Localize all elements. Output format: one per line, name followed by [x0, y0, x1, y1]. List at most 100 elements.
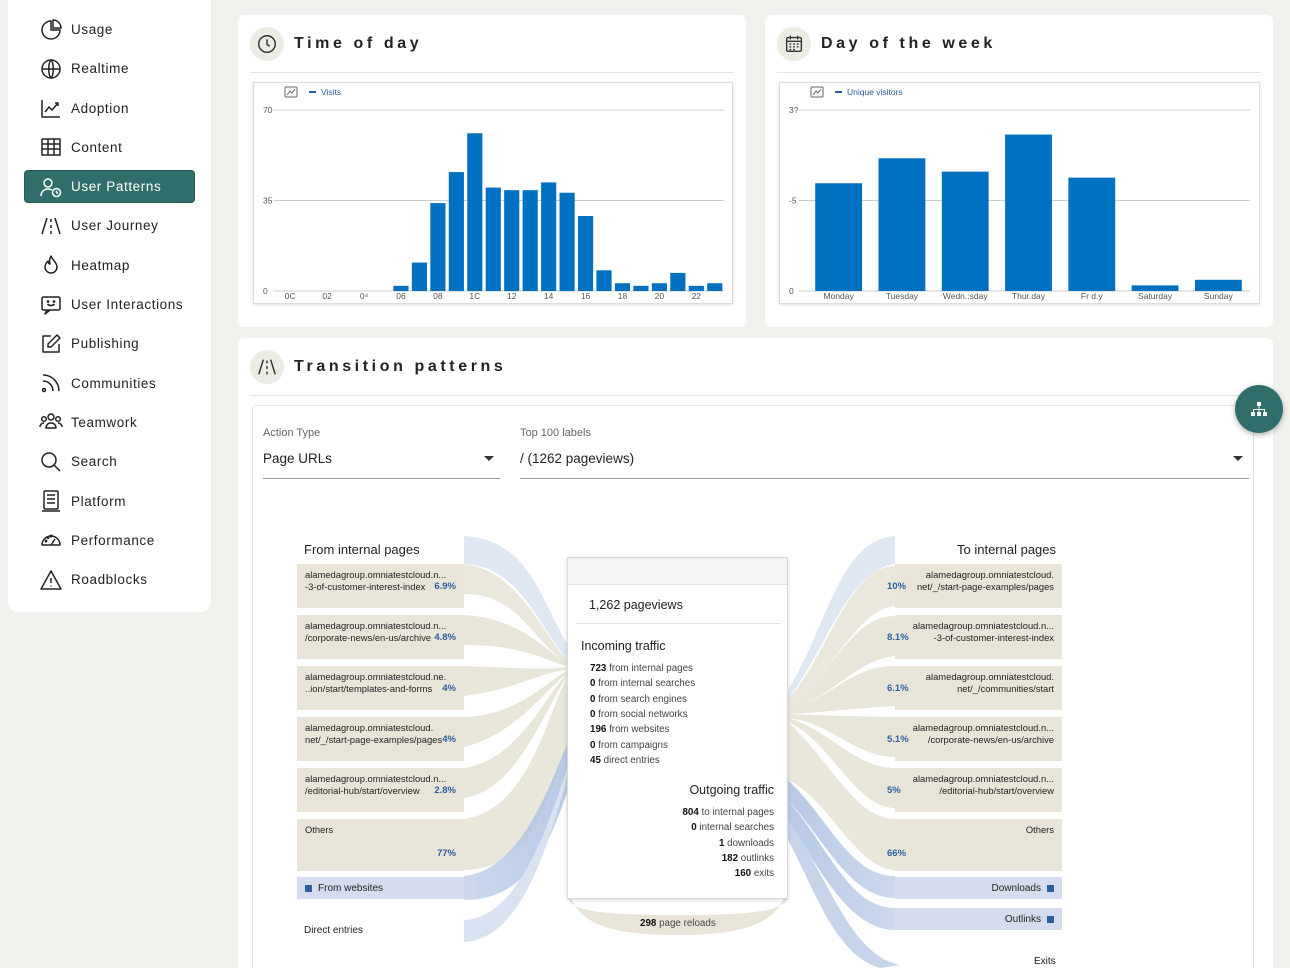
from-websites-row[interactable]: From websites: [297, 877, 464, 899]
sidebar-item-label: Communities: [71, 375, 157, 391]
x-tick-label: 08: [433, 291, 443, 301]
x-tick-label: 20: [655, 291, 665, 301]
page-url-line2: -3-of-customer-interest-index: [933, 632, 1054, 643]
page-url-line1: alamedagroup.omniatestcloud.n...: [305, 620, 447, 631]
page-url-line2: net/_/start-page-examples/pages: [305, 734, 443, 745]
page-url-line1: alamedagroup.omniatestcloud.ne.: [305, 671, 447, 682]
road-icon: [250, 350, 284, 384]
sitemap-button[interactable]: [1235, 385, 1283, 433]
action-type-label: Action Type: [263, 427, 321, 439]
bar: [1131, 285, 1179, 291]
sidebar-item-adoption[interactable]: Adoption: [25, 93, 194, 124]
outgoing-line: 804 to internal pages: [682, 807, 774, 818]
sidebar-item-usage[interactable]: Usage: [25, 14, 194, 45]
sidebar-item-user-patterns[interactable]: User Patterns: [25, 171, 194, 203]
from-internal-title: From internal pages: [304, 542, 420, 557]
page-percent: 5.1%: [887, 734, 909, 745]
page-url-line2: net/_/communities/start: [957, 683, 1054, 694]
bar: [522, 190, 538, 291]
sidebar-item-teamwork[interactable]: Teamwork: [25, 407, 194, 438]
chevron-down-icon: [484, 456, 494, 461]
from-page-item[interactable]: alamedagroup.omniatestcloud.n.../editori…: [297, 768, 464, 812]
x-tick-label: Tuesday: [886, 291, 919, 301]
sidebar-item-communities[interactable]: Communities: [25, 368, 194, 399]
page-percent: 4%: [442, 734, 456, 745]
bar: [651, 283, 667, 291]
sidebar-item-publishing[interactable]: Publishing: [25, 328, 194, 359]
incoming-line: 0 from internal searches: [590, 678, 696, 690]
bar: [559, 192, 575, 291]
page-percent: 4%: [442, 683, 456, 694]
to-page-item[interactable]: alamedagroup.omniatestcloud. net/_/start-…: [887, 564, 1062, 608]
pageviews-total: 1,262 pageviews: [589, 598, 683, 612]
x-tick-label: 12: [507, 291, 517, 301]
to-page-item[interactable]: alamedagroup.omniatestcloud.n.../corpora…: [887, 717, 1062, 761]
sidebar-item-content[interactable]: Content: [25, 132, 194, 163]
x-tick-label: Fr d.y: [1081, 291, 1103, 301]
sidebar-item-heatmap[interactable]: Heatmap: [25, 250, 194, 281]
sidebar-item-user-interactions[interactable]: User Interactions: [25, 289, 194, 320]
x-tick-label: 22: [692, 291, 702, 301]
from-page-item[interactable]: alamedagroup.omniatestcloud. net/_/start-…: [297, 717, 464, 761]
legend: Visits: [284, 86, 341, 98]
from-page-item[interactable]: alamedagroup.omniatestcloud.n... -3-of-cu…: [297, 564, 464, 608]
square-icon: [1047, 884, 1054, 892]
y-tick-label: 70: [263, 105, 273, 115]
page-url-line1: Others: [1025, 824, 1054, 835]
page-percent: 4.8%: [434, 632, 456, 643]
top-labels-value: / (1262 pageviews): [520, 451, 635, 466]
outgoing-line: 1 downloads: [718, 837, 774, 849]
gauge-icon: [38, 527, 64, 553]
from-page-item[interactable]: alamedagroup.omniatestcloud.n.../corpora…: [297, 615, 464, 659]
page-url-line2: /editorial-hub/start/overview: [939, 785, 1054, 796]
to-page-item[interactable]: alamedagroup.omniatestcloud.n.../editori…: [887, 768, 1062, 812]
bar: [541, 182, 557, 291]
sidebar-item-user-journey[interactable]: User Journey: [25, 210, 194, 241]
sitemap-icon: [1251, 402, 1267, 416]
page-url-line1: alamedagroup.omniatestcloud.: [925, 569, 1054, 580]
outgoing-line: 182 outlinks: [721, 852, 774, 864]
edit-icon: [38, 331, 64, 357]
time-of-day-chart: Visits 70 35 0 0C 02 0⁴ 06 08 1C 12 14 16 18 20 22: [253, 82, 733, 304]
x-tick-label: 18: [618, 291, 628, 301]
bar: [878, 158, 926, 291]
globe-icon: [38, 56, 64, 82]
from-page-item[interactable]: Others 77%: [297, 819, 464, 871]
x-tick-label: 02: [322, 291, 332, 301]
top-labels-select[interactable]: / (1262 pageviews): [520, 446, 1249, 479]
bar: [393, 285, 409, 291]
sidebar-item-roadblocks[interactable]: Roadblocks: [25, 564, 194, 595]
outgoing-line: 0 internal searches: [691, 822, 774, 834]
to-page-item[interactable]: alamedagroup.omniatestcloud. net/_/commun…: [887, 666, 1062, 710]
bar: [1068, 177, 1116, 291]
sidebar-item-platform[interactable]: Platform: [25, 486, 194, 517]
sidebar-item-search[interactable]: Search: [25, 446, 194, 477]
bar: [596, 270, 612, 291]
from-page-item[interactable]: alamedagroup.omniatestcloud.ne. ..ion/sta…: [297, 666, 464, 710]
outgoing-line: 160 exits: [734, 868, 774, 880]
x-tick-label: 06: [396, 291, 406, 301]
downloads-row[interactable]: Downloads: [895, 877, 1062, 899]
y-tick-label: -5: [789, 196, 797, 206]
to-page-item[interactable]: alamedagroup.omniatestcloud.n... -3-of-cu…: [887, 615, 1062, 659]
sidebar-item-performance[interactable]: Performance: [25, 525, 194, 556]
action-type-select[interactable]: Page URLs: [263, 446, 500, 479]
page-url-line1: alamedagroup.omniatestcloud.n...: [912, 620, 1054, 631]
x-tick-label: Thur.day: [1012, 291, 1046, 301]
bar: [411, 262, 428, 291]
incoming-line: 0 from campaigns: [590, 739, 668, 751]
x-tick-label: Monday: [824, 291, 855, 301]
x-tick-label: 0⁴: [360, 291, 369, 301]
platform-icon: [38, 488, 64, 514]
transition-patterns-title: Transition patterns: [294, 358, 507, 375]
legend-label: Visits: [321, 87, 341, 97]
outlinks-row[interactable]: Outlinks: [895, 908, 1062, 930]
bar: [577, 216, 594, 291]
page-url-line1: alamedagroup.omniatestcloud.n...: [305, 569, 447, 580]
sidebar-item-realtime[interactable]: Realtime: [25, 53, 194, 84]
sidebar-item-label: Heatmap: [71, 257, 130, 273]
bar: [707, 283, 723, 291]
to-page-item[interactable]: Others 66%: [887, 819, 1062, 871]
top-labels-label: Top 100 labels: [520, 427, 591, 439]
